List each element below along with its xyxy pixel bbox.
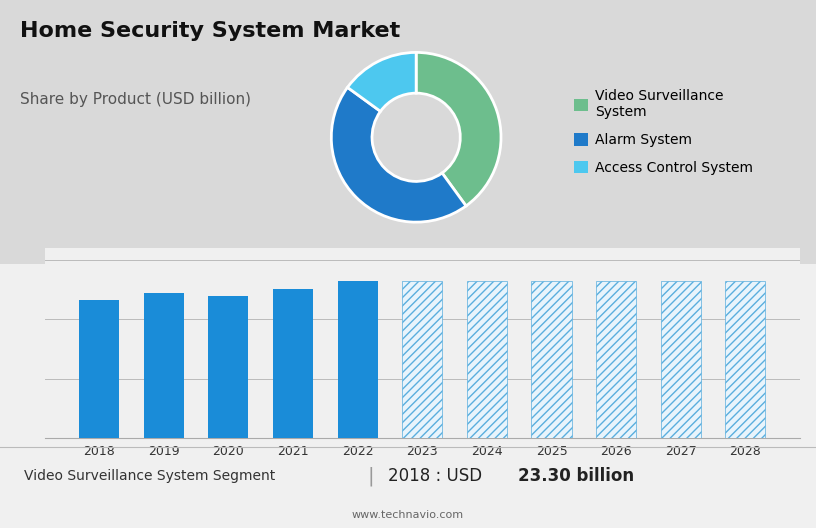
Wedge shape	[416, 52, 501, 206]
Bar	[467, 281, 507, 438]
Bar	[402, 281, 442, 438]
Bar	[338, 281, 378, 438]
Text: Home Security System Market: Home Security System Market	[20, 21, 401, 41]
Bar	[79, 300, 119, 438]
Bar	[531, 281, 571, 438]
Text: Video Surveillance System Segment: Video Surveillance System Segment	[24, 469, 276, 483]
Bar	[144, 293, 184, 438]
Text: |: |	[368, 466, 375, 486]
Text: 23.30 billion: 23.30 billion	[518, 467, 634, 485]
Wedge shape	[348, 52, 416, 111]
Bar	[661, 281, 701, 438]
Legend: Video Surveillance
System, Alarm System, Access Control System: Video Surveillance System, Alarm System,…	[574, 89, 753, 175]
Wedge shape	[331, 88, 466, 222]
Bar	[725, 281, 765, 438]
Text: 2018 : USD: 2018 : USD	[388, 467, 487, 485]
Bar	[273, 288, 313, 438]
Text: www.technavio.com: www.technavio.com	[352, 510, 464, 520]
Text: Share by Product (USD billion): Share by Product (USD billion)	[20, 92, 251, 107]
Bar	[208, 296, 249, 438]
Bar	[596, 281, 636, 438]
